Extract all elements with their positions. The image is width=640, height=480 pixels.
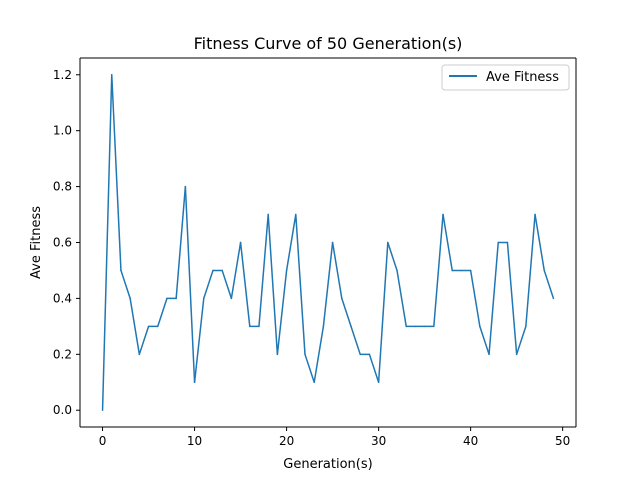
legend-label: Ave Fitness bbox=[486, 70, 559, 85]
line-segment bbox=[387, 241, 398, 272]
plot-frame bbox=[79, 57, 577, 428]
line-segment bbox=[175, 185, 187, 300]
x-tick-label: 40 bbox=[463, 434, 478, 448]
x-tick-label: 10 bbox=[187, 434, 202, 448]
line-segment bbox=[322, 241, 334, 328]
y-tick-label: 0.2 bbox=[53, 347, 72, 361]
y-tick-label: 0.0 bbox=[53, 403, 72, 417]
legend: Ave Fitness bbox=[441, 64, 570, 91]
line-segment bbox=[203, 269, 214, 300]
chart-title: Fitness Curve of 50 Generation(s) bbox=[194, 34, 463, 53]
x-axis-label: Generation(s) bbox=[283, 457, 372, 472]
line-segment bbox=[129, 297, 141, 356]
line-segment bbox=[331, 241, 343, 300]
legend-box bbox=[441, 64, 570, 91]
line-segment bbox=[295, 213, 306, 356]
line-segment bbox=[157, 297, 168, 328]
line-segment bbox=[239, 241, 251, 328]
line-segment bbox=[506, 241, 518, 356]
y-tick-label: 0.4 bbox=[53, 291, 72, 305]
x-tick-label: 0 bbox=[99, 434, 107, 448]
line-segment bbox=[433, 213, 444, 328]
line-segment bbox=[304, 353, 315, 384]
x-tick-label: 50 bbox=[555, 434, 570, 448]
line-segment bbox=[138, 325, 150, 356]
line-segment bbox=[101, 74, 113, 411]
line-segment bbox=[267, 213, 279, 356]
series-layer bbox=[101, 74, 555, 411]
line-segment bbox=[515, 325, 527, 356]
x-tick-label: 30 bbox=[371, 434, 386, 448]
line-segment bbox=[230, 241, 242, 300]
line-segment bbox=[341, 297, 352, 328]
x-tick-label: 20 bbox=[279, 434, 294, 448]
line-segment bbox=[350, 325, 361, 356]
line-segment bbox=[396, 269, 407, 328]
y-tick-label: 1.2 bbox=[53, 68, 72, 82]
plot-area bbox=[80, 58, 576, 427]
y-tick-label: 0.8 bbox=[53, 180, 72, 194]
line-segment bbox=[111, 74, 122, 272]
line-segment bbox=[479, 325, 490, 356]
line-segment bbox=[469, 269, 481, 328]
line-segment bbox=[543, 269, 555, 300]
line-segment bbox=[525, 213, 536, 328]
line-segment bbox=[193, 297, 205, 384]
line-segment bbox=[120, 269, 131, 300]
line-segment bbox=[184, 185, 196, 384]
line-segment bbox=[377, 241, 389, 384]
y-axis-label: Ave Fitness bbox=[29, 206, 44, 279]
line-segment bbox=[285, 213, 297, 272]
line-segment bbox=[313, 325, 325, 384]
line-segment bbox=[534, 213, 545, 272]
line-segment bbox=[276, 269, 288, 356]
y-tick-label: 1.0 bbox=[53, 124, 72, 138]
line-segment bbox=[368, 353, 380, 384]
line-segment bbox=[221, 269, 233, 300]
line-segment bbox=[488, 241, 499, 356]
y-tick-label: 0.6 bbox=[53, 236, 72, 250]
axis-ticks: 0 10 20 30 40 50 0.0 0.2 0.4 0.6 0.8 1.0 1.2 bbox=[53, 68, 570, 448]
line-segment bbox=[258, 213, 269, 328]
line-segment bbox=[442, 213, 453, 272]
series-ave-fitness bbox=[101, 74, 555, 411]
